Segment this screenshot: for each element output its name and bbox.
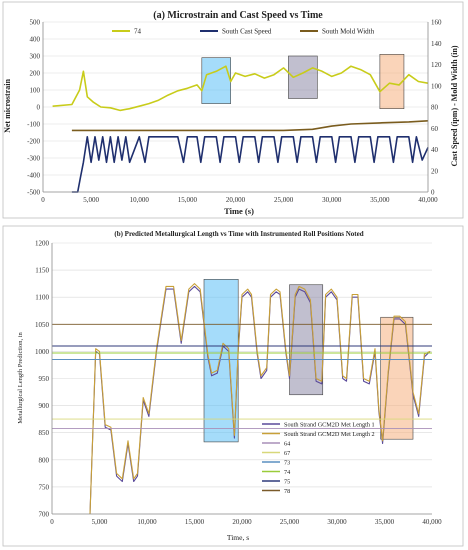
chart-a-x-axis-label: Time (s)	[224, 206, 254, 216]
a-x-tick-label: 35,000	[370, 196, 390, 204]
chart-a-microstrain-cast-speed: (a) Microstrain and Cast Speed vs Time T…	[3, 10, 459, 216]
a-y-tick-label: -100	[27, 121, 40, 129]
a-x-tick-label: 5,000	[83, 196, 99, 204]
a-y-tick-label: -400	[27, 172, 40, 180]
a-y-tick-label: -300	[27, 155, 40, 163]
a-y-right-tick-label: 40	[431, 146, 439, 154]
a-highlight-box-3	[379, 53, 405, 110]
a-x-tick-label: 40,000	[418, 196, 438, 204]
chart-b-legend-label: 64	[284, 441, 290, 448]
a-y-right-tick-label: 120	[431, 61, 442, 69]
b-y-tick-label: 1200	[35, 240, 50, 248]
b-y-tick-label: 750	[39, 483, 50, 491]
b-y-tick-label: 850	[39, 429, 50, 437]
a-y-right-tick-label: 80	[431, 104, 439, 112]
chart-b-title: (b) Predicted Metallurgical Length vs Ti…	[114, 230, 363, 238]
b-highlight-box-3	[380, 316, 414, 440]
b-x-tick-label: 30,000	[327, 518, 347, 526]
chart-a-legend-label: 74	[134, 28, 142, 36]
a-y-tick-label: 0	[37, 104, 41, 112]
chart-b-legend-label: 78	[284, 488, 290, 495]
chart-b-x-axis-label: Time, s	[227, 533, 249, 542]
a-series-line-south-mold-width	[71, 120, 429, 132]
chart-b-metallurgical-length: (b) Predicted Metallurgical Length vs Ti…	[17, 230, 442, 542]
a-y-tick-label: 100	[30, 87, 41, 95]
chart-b-legend-label: 74	[284, 469, 290, 476]
chart-a-title: (a) Microstrain and Cast Speed vs Time	[153, 10, 323, 21]
a-y-tick-label: -200	[27, 138, 40, 146]
chart-b-legend-label: 73	[284, 460, 290, 467]
chart-a-legend-label: South Mold Width	[322, 28, 375, 36]
chart-b-y-axis-label: Metallurgical Length Prediction, in	[17, 331, 24, 423]
a-x-tick-label: 30,000	[322, 196, 342, 204]
a-x-tick-label: 20,000	[226, 196, 246, 204]
b-y-tick-label: 1050	[35, 321, 50, 329]
a-y-tick-label: 200	[30, 70, 41, 78]
b-y-tick-label: 900	[39, 402, 50, 410]
chart-b-legend-label: 67	[284, 450, 290, 457]
a-y-tick-label: 500	[30, 19, 41, 27]
a-x-tick-label: 10,000	[130, 196, 150, 204]
a-series-line-south-cast-speed	[71, 136, 429, 193]
a-y-right-tick-label: 100	[431, 82, 442, 90]
a-y-right-tick-label: 60	[431, 125, 439, 133]
a-x-tick-label: 25,000	[274, 196, 294, 204]
chart-b-legend-label: South Strand GCM2D Met Length 1	[284, 422, 375, 429]
a-y-right-tick-label: 160	[431, 19, 442, 27]
chart-a-legend: 74 South Cast Speed South Mold Width	[112, 28, 375, 36]
a-y-right-tick-label: 0	[431, 189, 435, 197]
a-highlight-box-1	[201, 57, 231, 104]
b-y-tick-label: 1000	[35, 348, 50, 356]
b-x-tick-label: 10,000	[137, 518, 157, 526]
a-y-right-tick-label: 140	[431, 40, 442, 48]
a-x-tick-label: 0	[41, 196, 45, 204]
chart-a-legend-label: South Cast Speed	[222, 28, 272, 36]
chart-b-legend-label: 75	[284, 479, 290, 486]
a-series-line-74	[52, 65, 429, 112]
b-y-tick-label: 1150	[35, 267, 49, 275]
b-x-tick-label: 15,000	[185, 518, 205, 526]
b-y-tick-label: 700	[39, 511, 50, 519]
chart-a-y-right-axis-label: Cast Speed (ipm) - Mold Width (in)	[450, 45, 459, 166]
a-x-tick-label: 15,000	[178, 196, 198, 204]
a-y-tick-label: 400	[30, 36, 41, 44]
b-x-tick-label: 35,000	[375, 518, 395, 526]
chart-a-y-axis-label: Net microstrain	[3, 79, 12, 133]
a-y-tick-label: -500	[27, 189, 40, 197]
b-y-tick-label: 800	[39, 456, 50, 464]
b-y-tick-label: 950	[39, 375, 50, 383]
a-y-right-tick-label: 20	[431, 167, 439, 175]
chart-b-legend-label: South Strand GCM2D Met Length 2	[284, 431, 375, 438]
b-x-tick-label: 25,000	[280, 518, 300, 526]
b-x-tick-label: 20,000	[232, 518, 252, 526]
b-x-tick-label: 5,000	[92, 518, 108, 526]
chart-b-legend: South Strand GCM2D Met Length 1 South Str…	[262, 422, 375, 495]
b-x-tick-label: 40,000	[422, 518, 442, 526]
a-y-tick-label: 300	[30, 53, 41, 61]
b-x-tick-label: 0	[50, 518, 54, 526]
b-y-tick-label: 1100	[35, 294, 49, 302]
